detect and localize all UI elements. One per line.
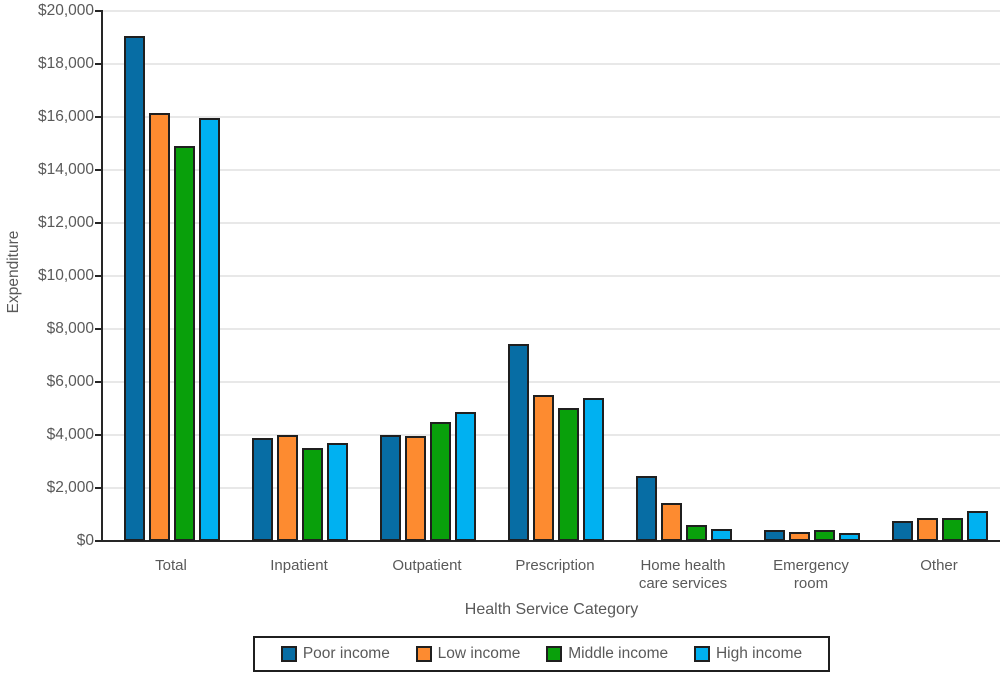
x-tick-label: Other: [869, 557, 1000, 575]
legend-item-poor-income: Poor income: [280, 645, 390, 663]
bar-outpatient-high-income: [454, 412, 476, 541]
bar-other-high-income: [966, 511, 988, 541]
gridline: [103, 116, 1000, 118]
y-tick-label: $20,000: [37, 2, 94, 19]
legend-item-label: High income: [715, 645, 803, 662]
y-tick-mark: [95, 434, 103, 436]
gridline: [103, 169, 1000, 171]
bar-home-health-care-services-middle-income: [685, 525, 707, 541]
bar-outpatient-poor-income: [379, 435, 401, 541]
bar-emergency-room-middle-income: [813, 530, 835, 541]
legend-item-middle-income: Middle income: [546, 645, 668, 663]
y-tick-label: $6,000: [46, 373, 94, 390]
x-tick-label-line: Emergency: [773, 557, 849, 574]
y-tick-label: $14,000: [37, 161, 94, 178]
bar-inpatient-high-income: [326, 443, 348, 541]
bar-other-middle-income: [941, 518, 963, 541]
y-tick-label: $10,000: [37, 267, 94, 284]
y-tick-label: $16,000: [37, 108, 94, 125]
x-tick-label-line: care services: [638, 574, 728, 592]
x-tick-label: Inpatient: [229, 557, 369, 575]
bar-total-high-income: [198, 118, 220, 541]
x-tick-label-line: Prescription: [515, 557, 595, 574]
y-tick-mark: [95, 10, 103, 12]
y-tick-label: $8,000: [46, 320, 94, 337]
y-tick-mark: [95, 116, 103, 118]
bar-inpatient-poor-income: [251, 438, 273, 541]
x-tick-label-line: Outpatient: [392, 557, 462, 574]
bar-home-health-care-services-low-income: [660, 503, 682, 541]
y-tick-label: $2,000: [46, 479, 94, 496]
y-tick-mark: [95, 540, 103, 542]
legend-marker-icon: [546, 646, 563, 662]
legend-item-label: Middle income: [568, 645, 669, 662]
y-tick-label: $12,000: [37, 214, 94, 231]
x-tick-label-line: Home health: [640, 557, 726, 574]
y-tick-label: $4,000: [46, 426, 94, 443]
bar-total-poor-income: [123, 36, 145, 541]
y-tick-mark: [95, 169, 103, 171]
x-tick-label: Total: [101, 557, 241, 575]
bar-inpatient-low-income: [276, 435, 298, 541]
x-tick-label: Prescription: [485, 557, 625, 575]
gridline: [103, 10, 1000, 12]
legend-item-label: Poor income: [302, 645, 390, 662]
legend-marker-icon: [693, 646, 710, 662]
bar-emergency-room-high-income: [838, 533, 860, 541]
y-tick-mark: [95, 328, 103, 330]
bar-inpatient-middle-income: [301, 448, 323, 541]
legend-item-high-income: High income: [693, 645, 803, 663]
bar-prescription-high-income: [582, 398, 604, 541]
y-tick-label: $18,000: [37, 55, 94, 72]
legend: Poor income Low income Middle income High i…: [253, 636, 830, 672]
legend-item-label: Low income: [437, 645, 521, 662]
gridline: [103, 275, 1000, 277]
y-tick-mark: [95, 275, 103, 277]
bar-outpatient-middle-income: [429, 422, 451, 541]
bar-emergency-room-poor-income: [763, 530, 785, 541]
x-axis-line: [101, 540, 1000, 542]
y-tick-label: $0: [76, 532, 94, 549]
bar-other-low-income: [916, 518, 938, 541]
bar-prescription-poor-income: [507, 344, 529, 541]
gridline: [103, 328, 1000, 330]
x-tick-label-line: Other: [920, 557, 958, 574]
y-tick-mark: [95, 487, 103, 489]
x-tick-label-line: room: [793, 574, 829, 592]
bar-home-health-care-services-poor-income: [635, 476, 657, 541]
bar-prescription-middle-income: [557, 408, 579, 541]
legend-marker-icon: [415, 646, 432, 662]
x-tick-label: Outpatient: [357, 557, 497, 575]
bar-other-poor-income: [891, 521, 913, 541]
y-tick-mark: [95, 222, 103, 224]
bar-prescription-low-income: [532, 395, 554, 541]
legend-marker-icon: [280, 646, 297, 662]
x-tick-label: Emergency room: [741, 557, 881, 592]
y-tick-mark: [95, 63, 103, 65]
legend-item-low-income: Low income: [415, 645, 521, 663]
x-tick-label-line: Inpatient: [270, 557, 328, 574]
x-tick-label: Home health care services: [613, 557, 753, 592]
y-tick-mark: [95, 381, 103, 383]
bar-total-low-income: [148, 113, 170, 541]
bar-emergency-room-low-income: [788, 532, 810, 541]
gridline: [103, 381, 1000, 383]
x-tick-label-line: Total: [155, 557, 187, 574]
bar-total-middle-income: [173, 146, 195, 541]
gridline: [103, 63, 1000, 65]
gridline: [103, 222, 1000, 224]
bar-home-health-care-services-high-income: [710, 529, 732, 541]
bar-outpatient-low-income: [404, 436, 426, 541]
x-axis-title: Health Service Category: [464, 601, 639, 618]
